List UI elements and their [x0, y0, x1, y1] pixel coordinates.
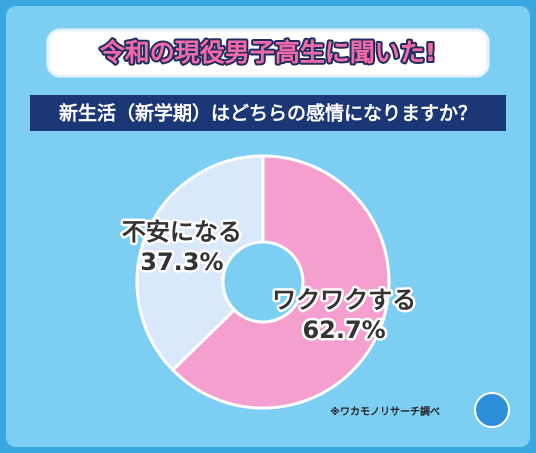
donut — [135, 154, 391, 410]
donut-slice — [135, 154, 265, 373]
source-note: ※ワカモノリサーチ調べ — [330, 405, 440, 418]
value-label: 37.3% — [140, 248, 223, 276]
title-banner — [46, 28, 490, 78]
slice-label: 不安になる — [122, 218, 242, 246]
donut-slice — [170, 154, 391, 410]
logo — [474, 392, 510, 428]
value-label: 62.7% — [302, 316, 385, 344]
subtitle-bar — [30, 95, 506, 131]
slice-label: ワクワクする — [272, 286, 416, 314]
chart-subtitle: 新生活（新学期）はどちらの感情になりますか？ — [59, 102, 477, 125]
chart-title: 令和の現役男子高生に聞いた! — [100, 38, 436, 67]
